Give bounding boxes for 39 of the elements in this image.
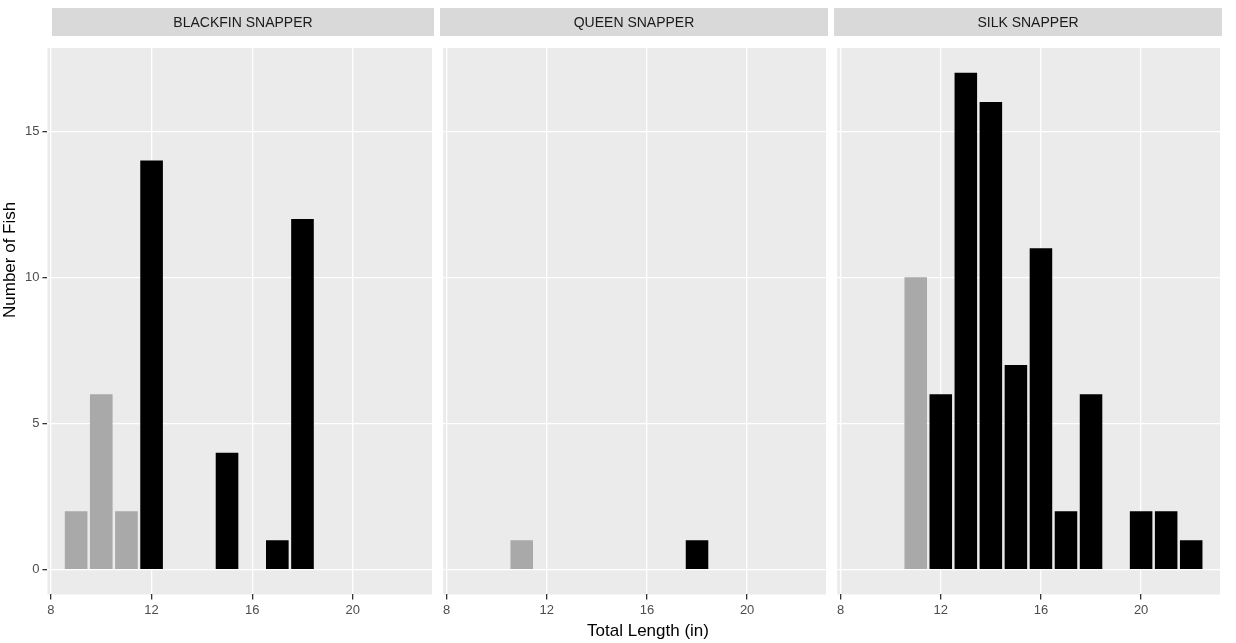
x-tick-label: 20 [345,601,361,617]
y-tick-label: 15 [24,122,40,138]
x-tick-label: 8 [443,601,451,617]
bar [140,160,163,569]
bar [904,277,928,569]
chart-title: SILK SNAPPER [834,8,1222,36]
bar [115,511,138,569]
chart-title: QUEEN SNAPPER [440,8,828,36]
bar [1004,365,1028,569]
bar [1029,248,1053,569]
x-tick-label: 12 [539,601,555,617]
bar [266,540,289,569]
bar [1154,511,1178,569]
bar [954,72,978,569]
bar [979,102,1003,569]
bar [291,218,314,569]
x-tick-label: 12 [144,601,159,617]
x-tick-label: 16 [244,601,260,617]
x-tick-label: 16 [1033,601,1049,617]
y-tick-label: 10 [24,268,40,284]
x-tick-label: 12 [933,601,949,617]
x-tick-label: 20 [1133,601,1149,617]
y-axis-title: Number of Fish [0,201,20,318]
bar [64,511,88,569]
x-tick-label: 16 [639,601,655,617]
bar [215,452,239,569]
x-tick-label: 20 [739,601,755,617]
chart-title: BLACKFIN SNAPPER [52,8,434,36]
bar [1079,394,1103,569]
y-tick-label: 5 [32,415,40,431]
y-tick-label: 0 [32,561,40,577]
bar [1129,511,1153,569]
x-tick-label: 8 [837,601,845,617]
bar [1054,511,1078,569]
bar [1179,540,1203,569]
bar [929,394,953,569]
x-tick-label: 8 [47,601,55,617]
bar [89,394,113,569]
x-axis-title: Total Length (in) [586,621,710,641]
